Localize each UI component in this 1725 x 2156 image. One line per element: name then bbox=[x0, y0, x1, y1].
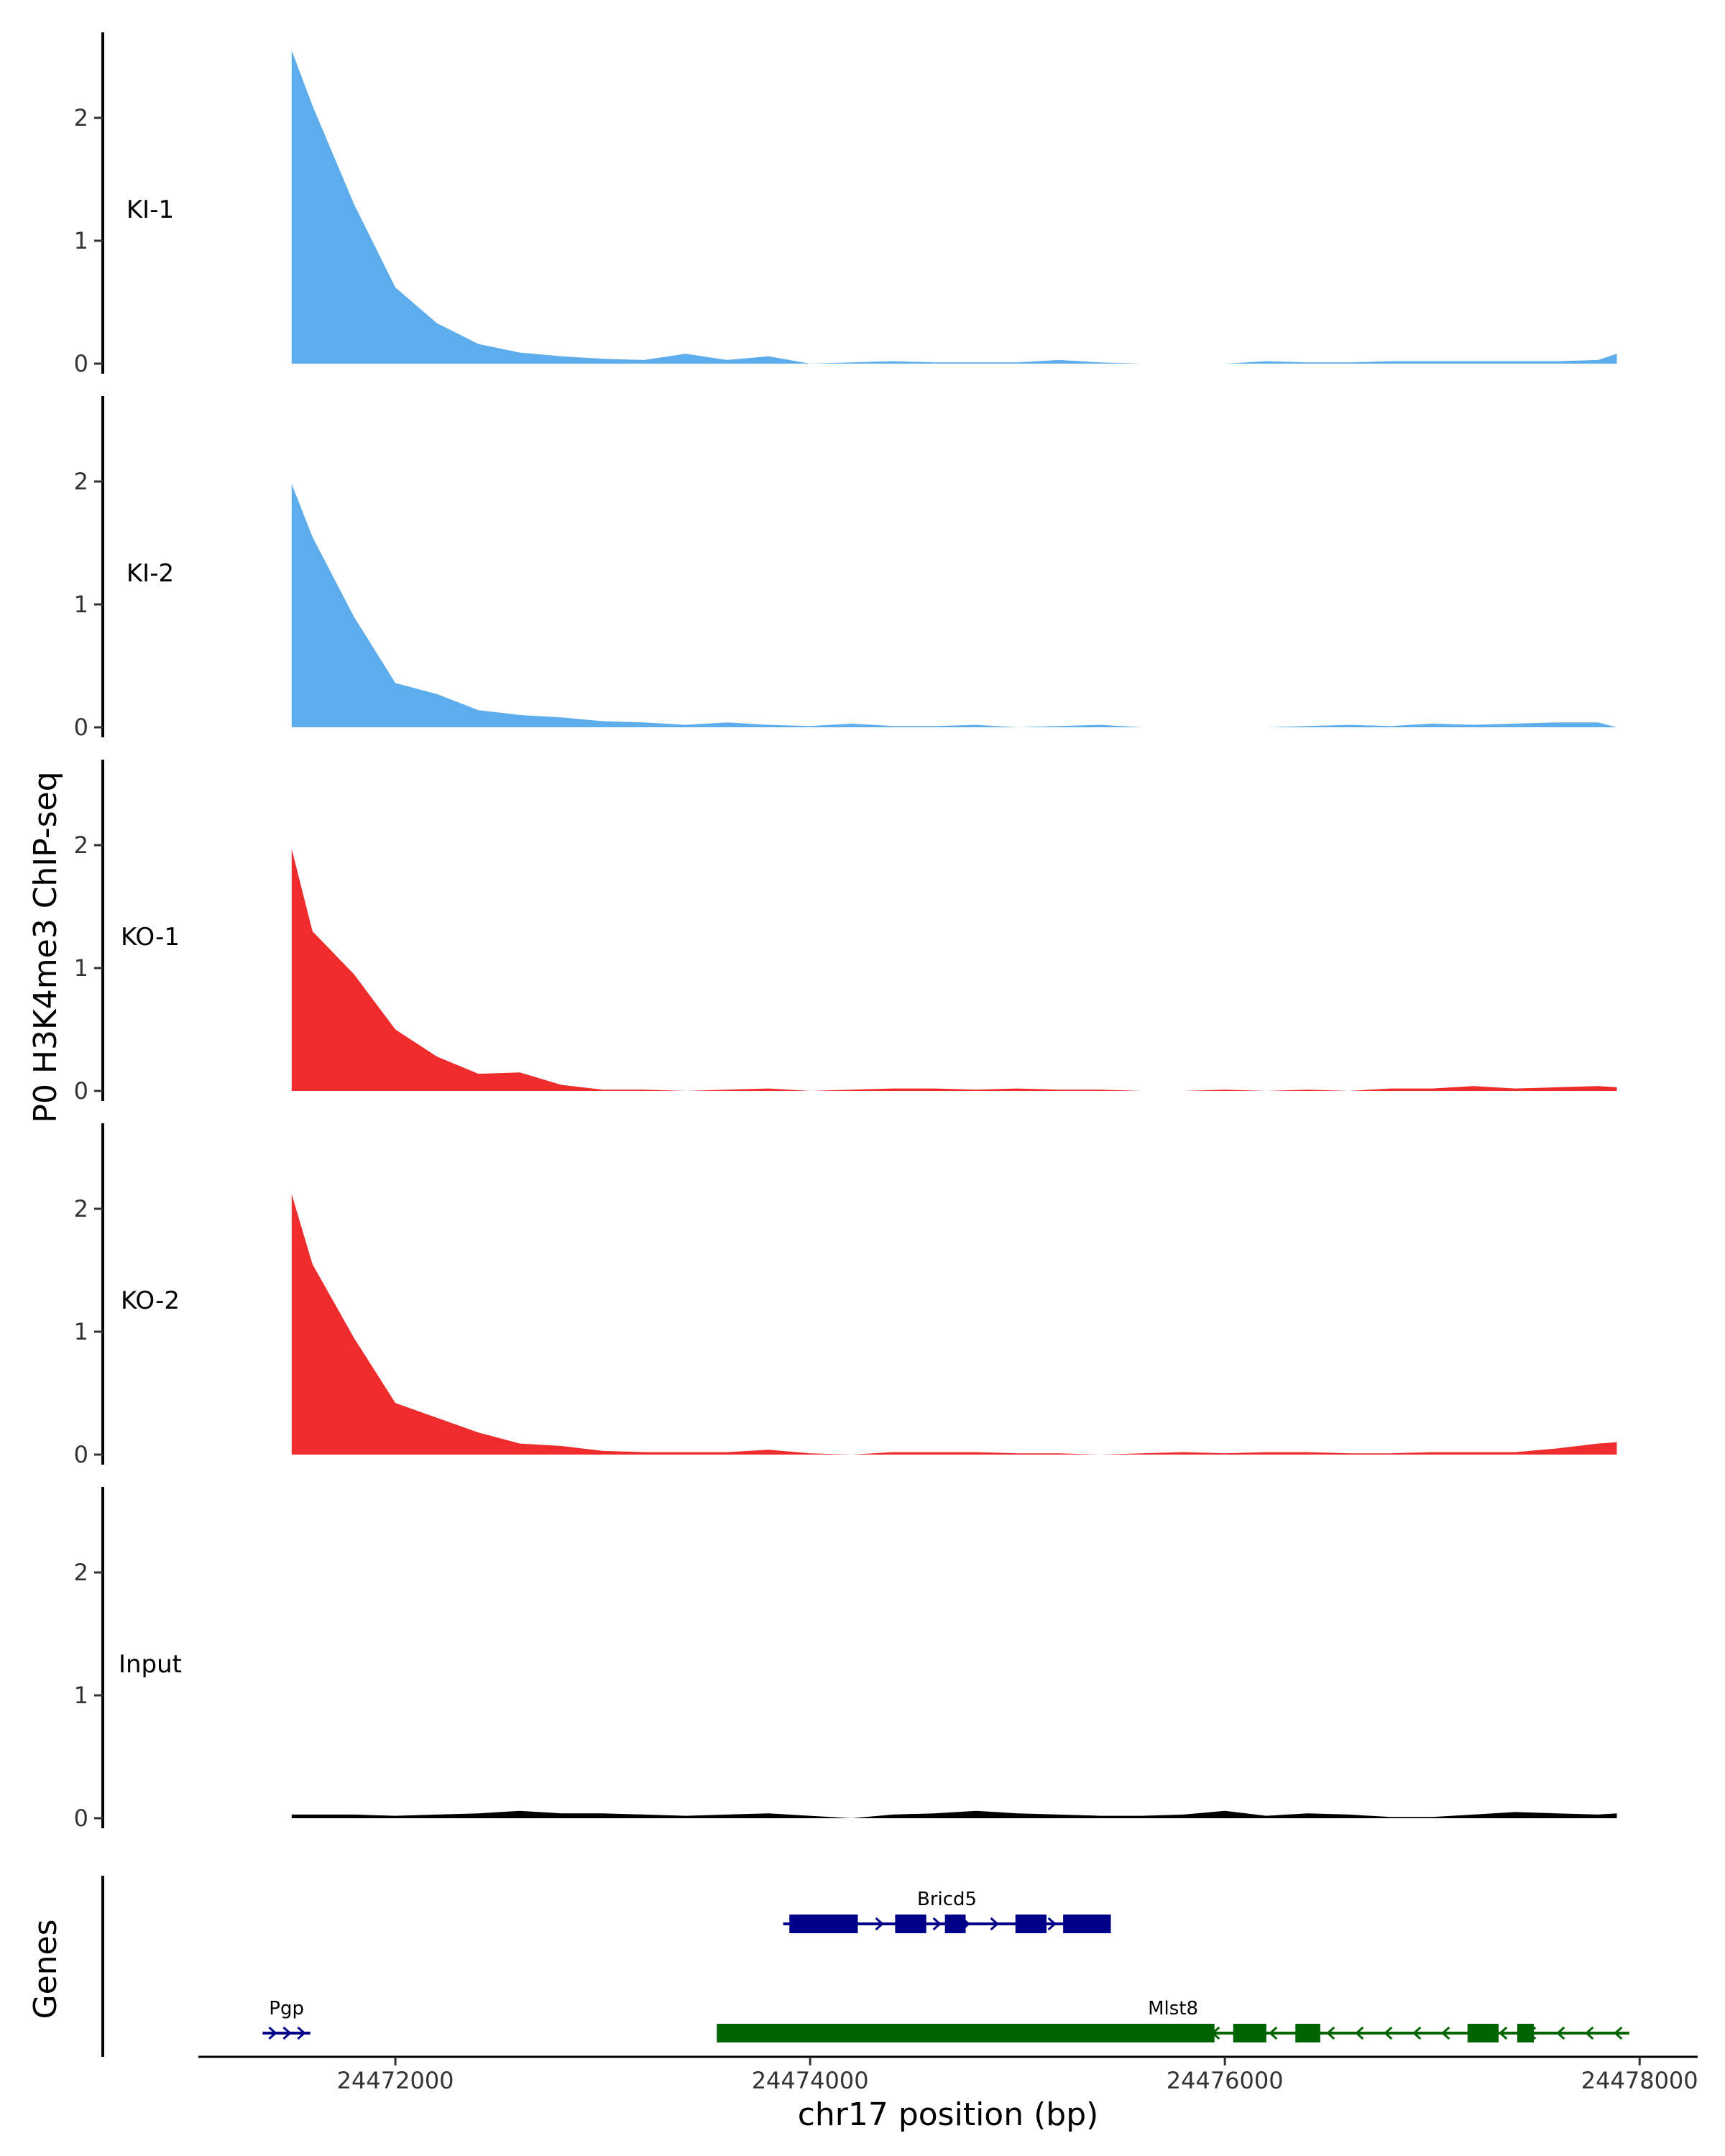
track-ki-1: 0 1 2 KI-1 bbox=[74, 32, 1617, 377]
y-tick-label: 1 bbox=[74, 1318, 88, 1345]
genes-axis-title: Genes bbox=[27, 1919, 64, 2019]
y-tick-label: 1 bbox=[74, 1682, 88, 1709]
gene-bricd5: Bricd5 bbox=[783, 1889, 1111, 1933]
track-label: KI-1 bbox=[126, 195, 174, 224]
y-tick-label: 1 bbox=[74, 227, 88, 254]
tracks-layer: 0 1 2 KI-1 0 1 2 KI-2 0 1 2 KO-1 0 1 2 KO-2 0 1 2 Input bbox=[74, 32, 1617, 1832]
track-label: KO-1 bbox=[121, 923, 180, 952]
track-ko-1: 0 1 2 KO-1 bbox=[74, 760, 1617, 1105]
y-tick-label: 2 bbox=[74, 104, 88, 132]
y-tick-label: 0 bbox=[74, 1805, 88, 1832]
exon bbox=[1063, 1915, 1111, 1933]
strand-arrow bbox=[1441, 2026, 1450, 2040]
gene-name-label: Pgp bbox=[269, 1998, 304, 2019]
exon bbox=[1467, 2024, 1499, 2042]
x-tick-label: 24472000 bbox=[337, 2067, 454, 2094]
y-tick-label: 0 bbox=[74, 350, 88, 377]
strand-arrow bbox=[268, 2026, 277, 2040]
y-tick-label: 0 bbox=[74, 1441, 88, 1468]
strand-arrow bbox=[1355, 2026, 1364, 2040]
exon bbox=[1295, 2024, 1320, 2042]
y-tick-label: 2 bbox=[74, 831, 88, 859]
signal-area bbox=[291, 1194, 1617, 1455]
strand-arrow bbox=[1384, 2026, 1393, 2040]
y-tick-label: 1 bbox=[74, 954, 88, 982]
strand-arrow bbox=[875, 1917, 884, 1931]
track-input: 0 1 2 Input bbox=[74, 1487, 1617, 1832]
track-ki-2: 0 1 2 KI-2 bbox=[74, 396, 1617, 741]
strand-arrow bbox=[1556, 2026, 1565, 2040]
exon bbox=[1233, 2024, 1266, 2042]
track-label: KO-2 bbox=[121, 1286, 180, 1315]
x-tick-label: 24476000 bbox=[1167, 2067, 1284, 2094]
strand-arrow bbox=[1269, 2026, 1278, 2040]
x-axis-title: chr17 position (bp) bbox=[798, 2096, 1099, 2133]
y-tick-label: 2 bbox=[74, 1559, 88, 1586]
gene-name-label: Mlst8 bbox=[1148, 1998, 1198, 2019]
strand-arrow bbox=[932, 1917, 942, 1931]
exon bbox=[1015, 1915, 1047, 1933]
y-tick-label: 2 bbox=[74, 468, 88, 495]
strand-arrow bbox=[1326, 2026, 1335, 2040]
exon bbox=[717, 2024, 1215, 2042]
strand-arrow bbox=[282, 2026, 292, 2040]
y-axis-title: P0 H3K4me3 ChIP-seq bbox=[27, 771, 64, 1123]
strand-arrow bbox=[1047, 1917, 1057, 1931]
genes-panel: Genes Bricd5 Pgp Mlst8 bbox=[27, 1876, 1629, 2057]
x-tick-label: 24474000 bbox=[752, 2067, 869, 2094]
strand-arrow bbox=[297, 2026, 306, 2040]
signal-area bbox=[291, 484, 1617, 727]
genes-layer: Bricd5 Pgp Mlst8 bbox=[262, 1889, 1629, 2042]
exon bbox=[895, 1915, 926, 1933]
y-tick-label: 0 bbox=[74, 1077, 88, 1105]
strand-arrow bbox=[1585, 2026, 1594, 2040]
exon bbox=[789, 1915, 858, 1933]
exon bbox=[944, 1915, 966, 1933]
x-tick-label: 24478000 bbox=[1581, 2067, 1698, 2094]
strand-arrow bbox=[1412, 2026, 1422, 2040]
strand-arrow bbox=[1499, 2026, 1508, 2040]
track-ko-2: 0 1 2 KO-2 bbox=[74, 1123, 1617, 1468]
y-tick-label: 2 bbox=[74, 1195, 88, 1222]
track-label: Input bbox=[119, 1650, 182, 1679]
strand-arrow bbox=[1614, 2026, 1623, 2040]
gene-name-label: Bricd5 bbox=[917, 1889, 977, 1910]
signal-area bbox=[291, 1810, 1617, 1818]
gene-pgp: Pgp bbox=[262, 1998, 310, 2040]
signal-area bbox=[291, 849, 1617, 1091]
gene-mlst8: Mlst8 bbox=[717, 1998, 1629, 2042]
track-label: KI-2 bbox=[126, 559, 174, 588]
x-ticks: 24472000 24474000 24476000 24478000 bbox=[337, 2057, 1698, 2094]
y-tick-label: 0 bbox=[74, 714, 88, 741]
y-tick-label: 1 bbox=[74, 591, 88, 618]
strand-arrow bbox=[990, 1917, 999, 1931]
signal-area bbox=[291, 50, 1617, 364]
x-axis: 24472000 24474000 24476000 24478000 chr17 p… bbox=[198, 2055, 1698, 2133]
exon bbox=[1517, 2024, 1535, 2042]
